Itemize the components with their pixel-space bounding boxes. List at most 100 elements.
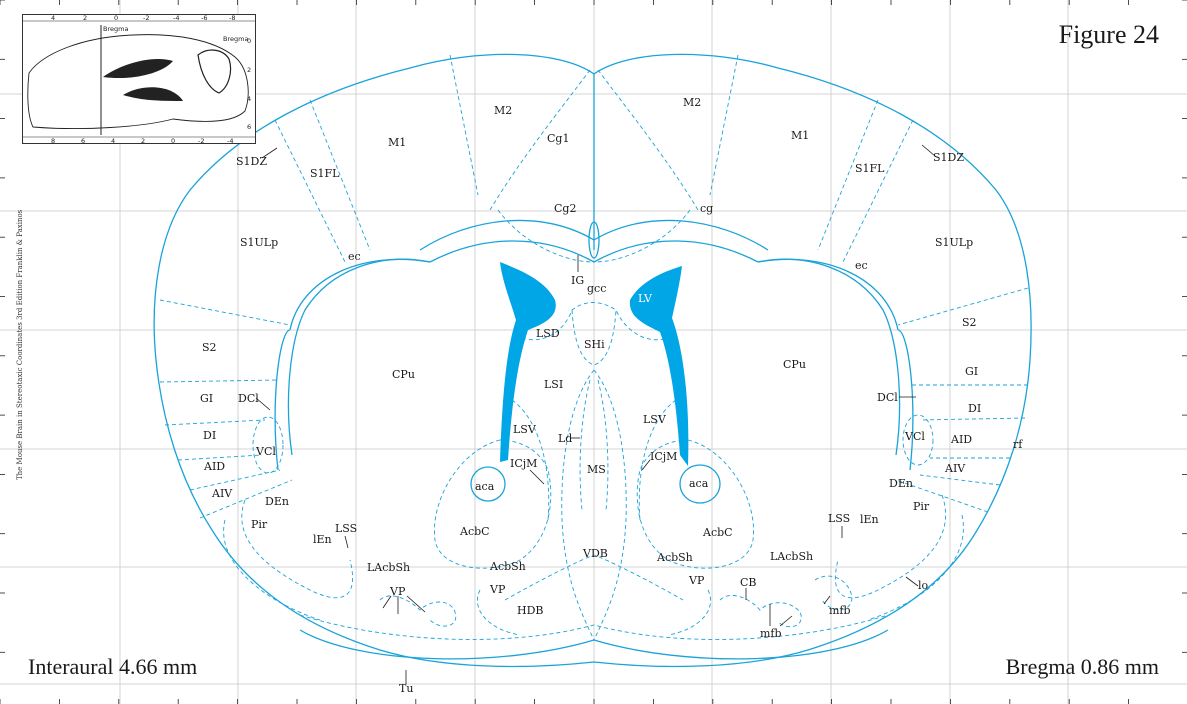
- label-len-right: lEn: [860, 513, 879, 526]
- label-lsv-right: LSV: [643, 413, 667, 426]
- label-lo: lo: [918, 579, 929, 592]
- inset-bottom-ticks: 8 6 4 2 0 -2 -4: [51, 137, 233, 143]
- label-lsi: LSI: [544, 378, 563, 391]
- label-tu: Tu: [399, 682, 413, 695]
- label-aid-left: AID: [203, 460, 225, 473]
- label-rf: rf: [1013, 438, 1023, 451]
- svg-text:0: 0: [247, 37, 251, 45]
- label-lsd: LSD: [536, 327, 560, 340]
- label-vp-left: VP: [389, 585, 406, 598]
- label-s1fl-right: S1FL: [855, 162, 885, 175]
- bregma-coordinate: Bregma 0.86 mm: [1005, 654, 1159, 679]
- label-ig: IG: [571, 274, 584, 287]
- interaural-coordinate: Interaural 4.66 mm: [28, 654, 198, 679]
- label-s1fl-left: S1FL: [310, 167, 340, 180]
- lateral-ventricle-right: [629, 266, 689, 466]
- label-lv: LV: [638, 292, 653, 305]
- label-aiv-right: AIV: [944, 462, 966, 475]
- inset-bregma-top: Bregma: [103, 25, 128, 33]
- label-cpu-right: CPu: [783, 358, 806, 371]
- sagittal-locator-inset: Bregma Bregma 4 2 0 -2 -4 -6 -8 8 6 4 2 …: [22, 14, 256, 144]
- label-den-right: DEn: [889, 477, 913, 490]
- inset-bregma-right: Bregma: [223, 35, 248, 43]
- label-s2-left: S2: [202, 341, 217, 354]
- label-dcl-left: DCl: [238, 392, 259, 405]
- svg-text:-8: -8: [229, 15, 235, 22]
- lateral-ventricle-left: [500, 262, 556, 462]
- label-acbc-right: AcbC: [702, 526, 733, 539]
- label-m2-left: M2: [494, 104, 512, 117]
- label-ec-left: ec: [348, 250, 361, 263]
- svg-text:4: 4: [51, 15, 55, 22]
- label-acbsh-left: AcbSh: [489, 560, 526, 573]
- label-s1dz-right: S1DZ: [933, 151, 964, 164]
- svg-text:2: 2: [141, 137, 145, 143]
- label-icjm-left: ICjM: [510, 457, 537, 470]
- label-lacbsh-left: LAcbSh: [367, 561, 410, 574]
- label-cpu-left: CPu: [392, 368, 415, 381]
- label-icjm-right: ICjM: [650, 450, 677, 463]
- label-cg1: Cg1: [547, 132, 569, 145]
- label-cg2: Cg2: [554, 202, 576, 215]
- svg-text:2: 2: [83, 15, 87, 22]
- label-gcc: gcc: [587, 282, 606, 295]
- svg-text:4: 4: [247, 95, 251, 103]
- svg-text:-4: -4: [173, 15, 179, 22]
- label-gi-left: GI: [200, 392, 213, 405]
- label-pir-right: Pir: [913, 500, 930, 513]
- label-mfb-lower: mfb: [760, 627, 782, 640]
- label-acbsh-right: AcbSh: [656, 551, 693, 564]
- label-pir-left: Pir: [251, 518, 268, 531]
- svg-text:-4: -4: [227, 137, 233, 143]
- svg-text:6: 6: [247, 123, 251, 131]
- label-len-left: lEn: [313, 533, 332, 546]
- svg-text:-2: -2: [198, 137, 204, 143]
- label-vcl-left: VCl: [255, 445, 276, 458]
- label-vcl-right: VCl: [904, 430, 925, 443]
- label-aca-right: aca: [689, 477, 709, 490]
- label-den-left: DEn: [265, 495, 289, 508]
- label-vdb: VDB: [582, 547, 608, 560]
- svg-text:8: 8: [51, 137, 55, 143]
- label-s2-right: S2: [962, 316, 977, 329]
- svg-text:2: 2: [247, 66, 251, 74]
- label-s1dz-left: S1DZ: [236, 155, 267, 168]
- label-m2-right: M2: [683, 96, 701, 109]
- label-shi: SHi: [584, 338, 605, 351]
- label-ld: Ld: [558, 432, 572, 445]
- label-m1-right: M1: [791, 129, 809, 142]
- label-gi-right: GI: [965, 365, 978, 378]
- brain-outline: [153, 53, 1032, 668]
- label-cb: CB: [740, 576, 757, 589]
- label-vp-middle: VP: [489, 583, 506, 596]
- label-di-left: DI: [203, 429, 216, 442]
- svg-text:0: 0: [114, 15, 118, 22]
- lateral-ventricles: [470, 262, 721, 504]
- label-lacbsh-right: LAcbSh: [770, 550, 813, 563]
- figure-title: Figure 24: [1058, 20, 1159, 49]
- label-lss-right: LSS: [828, 512, 850, 525]
- label-ec-right: ec: [855, 259, 868, 272]
- svg-text:6: 6: [81, 137, 85, 143]
- label-di-right: DI: [968, 402, 981, 415]
- side-credit: The Mouse Brain in Stereotaxic Coordinat…: [16, 209, 24, 480]
- svg-text:-6: -6: [201, 15, 207, 22]
- label-ms: MS: [587, 463, 606, 476]
- svg-text:0: 0: [171, 137, 175, 143]
- label-aiv-left: AIV: [211, 487, 233, 500]
- label-lsv-left: LSV: [513, 423, 537, 436]
- label-s1ulp-right: S1ULp: [935, 236, 973, 249]
- label-aid-right: AID: [950, 433, 972, 446]
- label-vp-right: VP: [688, 574, 705, 587]
- inset-right-ticks: 0 2 4 6: [247, 37, 251, 131]
- region-labels: M2 M2 M1 M1 Cg1 Cg2 cg S1DZ S1DZ S1FL S1…: [200, 96, 1023, 695]
- label-dcl-right: DCl: [877, 391, 898, 404]
- label-acbc-left: AcbC: [459, 525, 490, 538]
- label-hdb: HDB: [517, 604, 544, 617]
- label-cg: cg: [700, 202, 713, 215]
- svg-text:-2: -2: [143, 15, 149, 22]
- sagittal-brain-sketch: Bregma Bregma 4 2 0 -2 -4 -6 -8 8 6 4 2 …: [23, 15, 255, 143]
- region-boundaries: [159, 54, 1029, 641]
